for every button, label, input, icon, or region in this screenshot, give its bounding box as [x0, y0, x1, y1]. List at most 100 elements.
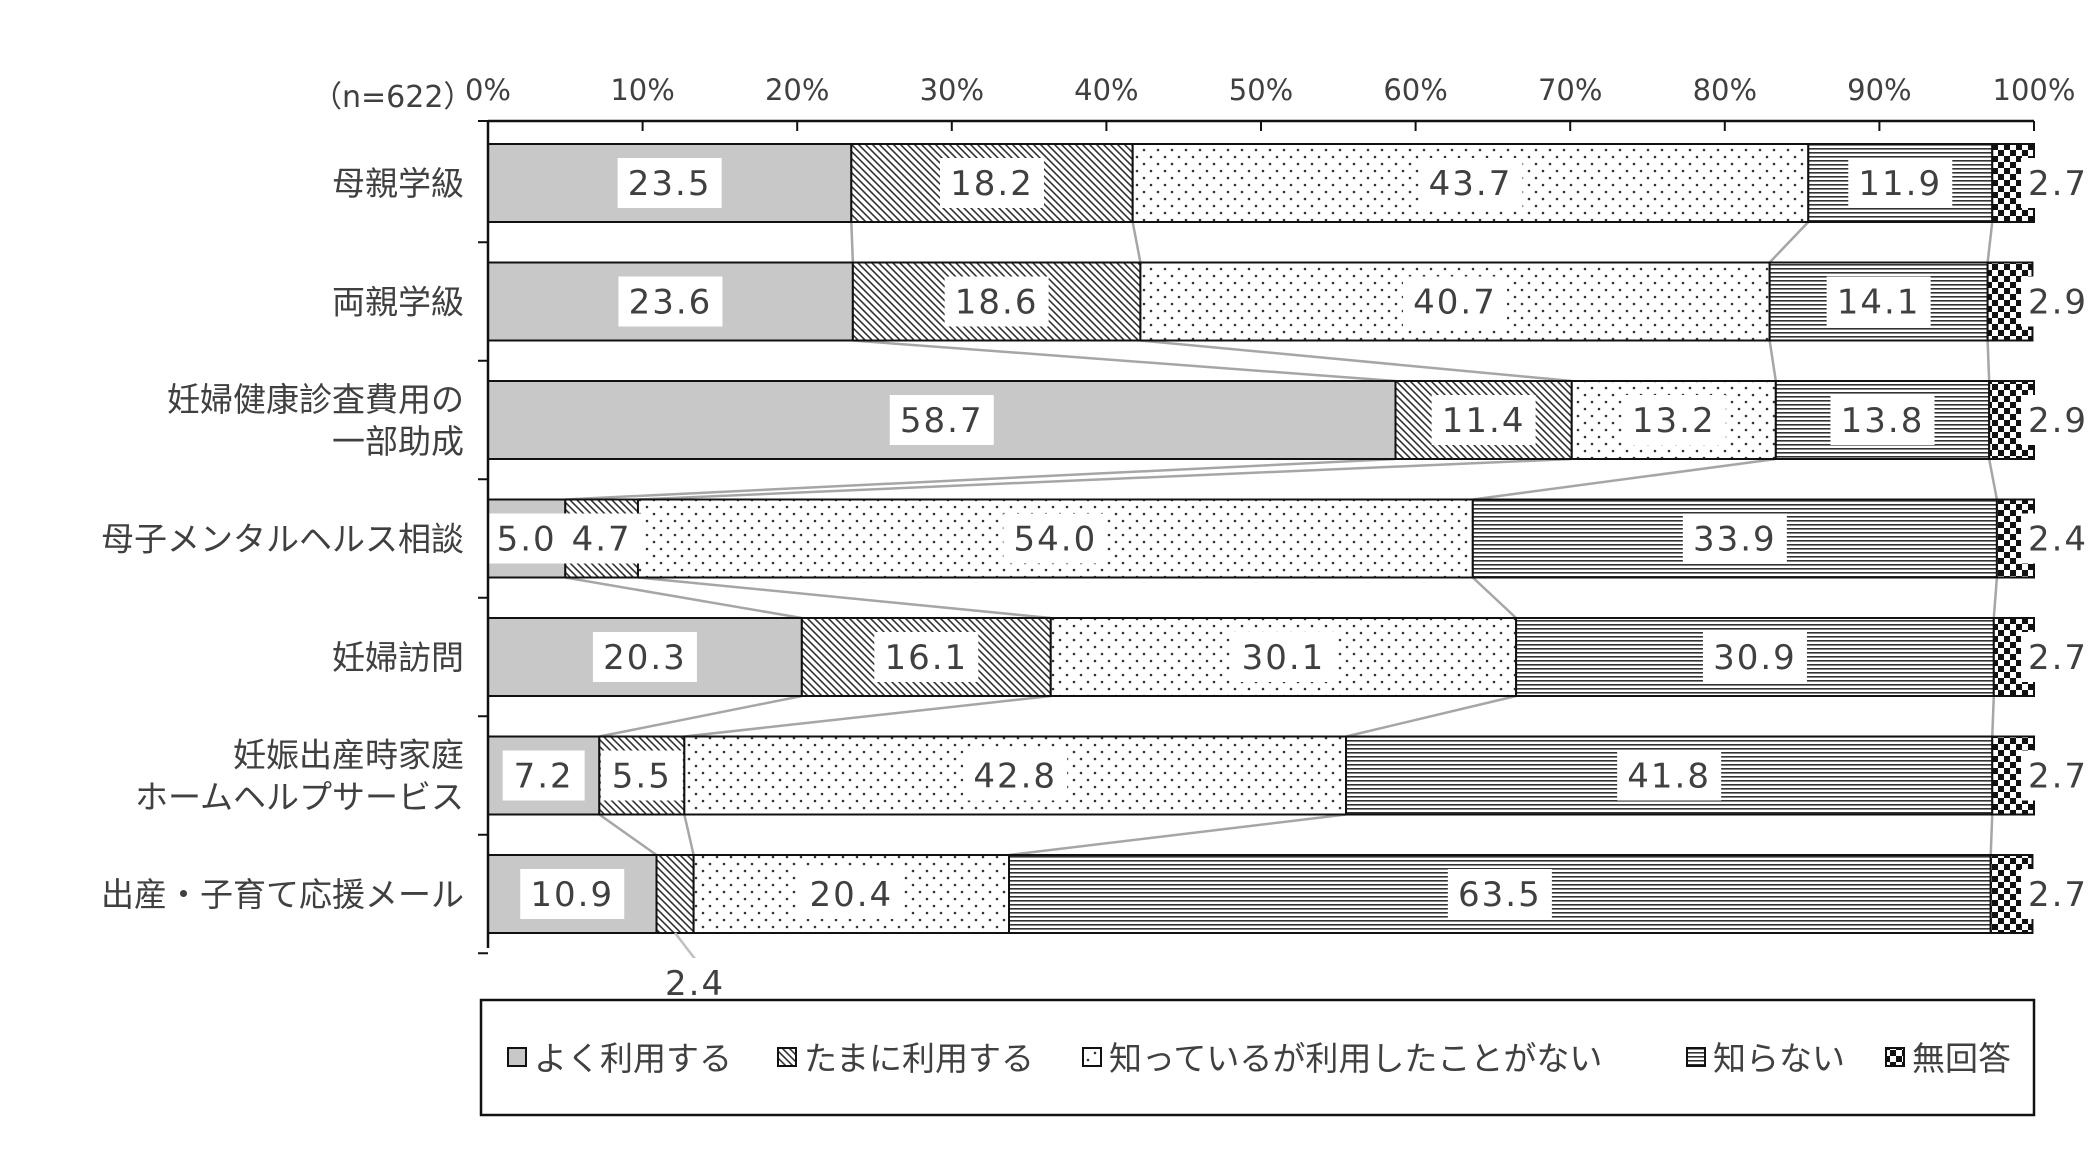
x-tick-label: 0% — [465, 73, 511, 107]
data-label-box — [2021, 395, 2092, 445]
data-label: 2.9 — [2028, 401, 2088, 441]
data-label: 2.4 — [2028, 520, 2088, 560]
data-label: 30.9 — [1713, 638, 1797, 678]
data-label: 5.5 — [612, 757, 672, 797]
data-label-box — [2021, 750, 2092, 801]
category-label: 母子メンタルヘルス相談 — [101, 520, 464, 559]
x-tick-label: 10% — [610, 73, 674, 107]
category-label: 母親学級 — [332, 164, 464, 203]
data-label-box — [1447, 869, 1552, 919]
series-line — [1768, 340, 1778, 382]
data-label-leader — [674, 932, 697, 960]
legend-label: 無回答 — [1912, 1039, 2011, 1078]
axes: 0% 10% 20% 30% 40% 50% 60% 70% 80% 90% 100% （n=622）… — [101, 73, 2075, 955]
legend-swatch — [1686, 1047, 1706, 1067]
category-label: 妊婦健康診査費用の — [167, 380, 464, 419]
data-label-box — [2021, 276, 2092, 327]
data-label: 43.7 — [1429, 164, 1513, 204]
data-label-box — [2021, 632, 2092, 682]
legend-label: よく利用する — [534, 1039, 732, 1078]
x-tick-label: 20% — [765, 73, 829, 107]
series-line — [565, 576, 803, 620]
category-label: 妊婦訪問 — [332, 638, 464, 677]
data-label: 2.9 — [2028, 283, 2088, 323]
legend-box — [479, 998, 2036, 1117]
data-label-box — [889, 395, 994, 445]
data-label: 33.9 — [1693, 520, 1777, 560]
data-label: 5.0 — [497, 520, 557, 560]
bar-segment — [1049, 617, 1518, 697]
sample-size-label: （n=622） — [312, 80, 473, 115]
legend-swatch — [507, 1047, 527, 1067]
data-label-box — [485, 513, 568, 564]
data-label: 2.7 — [2028, 164, 2088, 204]
series-line — [850, 221, 855, 263]
x-tick-label: 80% — [1693, 73, 1757, 107]
data-label-box — [799, 869, 904, 919]
data-label: 4.7 — [572, 520, 632, 560]
data-label-box — [1003, 513, 1108, 564]
data-label-box — [1231, 632, 1336, 682]
data-label-box — [874, 632, 979, 682]
series-line — [599, 694, 803, 738]
series-line — [683, 814, 695, 856]
data-label: 63.5 — [1458, 875, 1542, 915]
data-label-box — [2021, 158, 2092, 208]
series-line — [1986, 221, 1994, 263]
data-label: 18.6 — [955, 283, 1039, 323]
bar-segments — [487, 143, 2036, 934]
data-label: 20.4 — [809, 875, 893, 915]
data-label-box — [560, 513, 643, 564]
x-tick-label: 30% — [920, 73, 984, 107]
legend-label: たまに利用する — [804, 1039, 1034, 1078]
series-line — [1140, 339, 1572, 383]
legend: よく利用する たまに利用する 知っているが利用したことがない 知らない 無回答 — [479, 998, 2036, 1117]
x-tick-label: 40% — [1074, 73, 1138, 107]
series-line — [1987, 458, 1999, 500]
data-label: 42.8 — [973, 757, 1057, 797]
series-line — [1345, 694, 1517, 738]
category-label: 妊娠出産時家庭 — [233, 736, 464, 775]
data-label-box — [939, 158, 1044, 208]
data-label: 14.1 — [1837, 283, 1921, 323]
data-label: 58.7 — [900, 401, 984, 441]
category-label: 一部助成 — [332, 422, 464, 461]
data-label-box — [1617, 750, 1722, 801]
data-label: 20.3 — [603, 638, 687, 678]
series-line — [684, 694, 1051, 738]
data-label: 16.1 — [884, 638, 968, 678]
data-label: 23.6 — [629, 283, 713, 323]
series-line — [565, 457, 1396, 501]
bar-segment — [1807, 143, 1994, 223]
series-line — [852, 339, 1396, 383]
x-tick-label: 90% — [1847, 73, 1911, 107]
data-label-box — [617, 158, 722, 208]
data-label-box — [592, 632, 697, 682]
data-label-box — [618, 276, 723, 327]
data-label: 13.8 — [1841, 401, 1925, 441]
data-label-box — [1431, 395, 1536, 445]
series-line — [1131, 221, 1142, 263]
series-line — [1991, 695, 1996, 737]
data-label-box — [1848, 158, 1953, 208]
x-tick-label: 50% — [1229, 73, 1293, 107]
series-line — [1986, 340, 1991, 382]
data-label-box — [1418, 158, 1523, 208]
data-label: 54.0 — [1014, 520, 1098, 560]
series-connector-lines — [565, 221, 1999, 857]
series-line — [598, 813, 658, 857]
data-label-box — [1403, 276, 1508, 327]
series-line — [1471, 576, 1517, 619]
data-label-box — [963, 750, 1068, 801]
category-label: 両親学級 — [332, 283, 464, 322]
data-label: 11.4 — [1442, 401, 1526, 441]
category-label: ホームヘルプサービス — [135, 778, 464, 817]
data-label: 2.4 — [665, 964, 725, 1004]
bar-segment — [487, 854, 658, 934]
data-label: 7.2 — [514, 757, 574, 797]
data-label: 2.7 — [2028, 875, 2088, 915]
data-label-box — [944, 276, 1049, 327]
data-label: 30.1 — [1242, 638, 1326, 678]
data-label-box — [520, 869, 625, 919]
